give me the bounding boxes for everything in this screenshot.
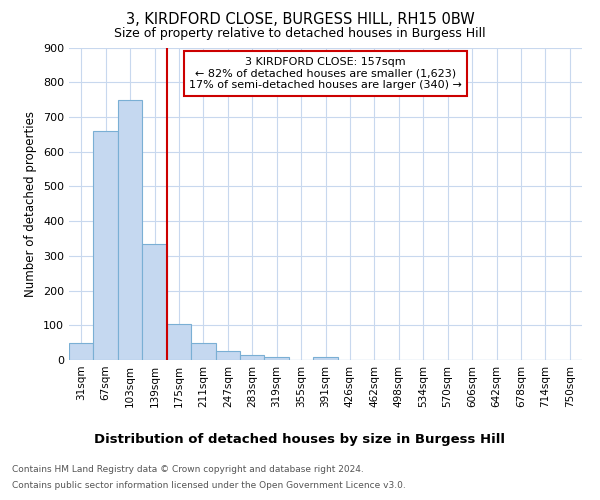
- Text: Contains public sector information licensed under the Open Government Licence v3: Contains public sector information licen…: [12, 480, 406, 490]
- Bar: [313, 357, 338, 360]
- Bar: [142, 244, 167, 360]
- Text: Distribution of detached houses by size in Burgess Hill: Distribution of detached houses by size …: [95, 432, 505, 446]
- Bar: [118, 100, 142, 360]
- Y-axis label: Number of detached properties: Number of detached properties: [25, 111, 37, 296]
- Text: Contains HM Land Registry data © Crown copyright and database right 2024.: Contains HM Land Registry data © Crown c…: [12, 466, 364, 474]
- Bar: [240, 356, 265, 360]
- Text: 3, KIRDFORD CLOSE, BURGESS HILL, RH15 0BW: 3, KIRDFORD CLOSE, BURGESS HILL, RH15 0B…: [125, 12, 475, 28]
- Bar: [265, 357, 289, 360]
- Text: 3 KIRDFORD CLOSE: 157sqm
← 82% of detached houses are smaller (1,623)
17% of sem: 3 KIRDFORD CLOSE: 157sqm ← 82% of detach…: [189, 57, 462, 90]
- Bar: [215, 352, 240, 360]
- Bar: [69, 342, 94, 360]
- Bar: [167, 324, 191, 360]
- Bar: [94, 131, 118, 360]
- Text: Size of property relative to detached houses in Burgess Hill: Size of property relative to detached ho…: [114, 28, 486, 40]
- Bar: [191, 342, 215, 360]
